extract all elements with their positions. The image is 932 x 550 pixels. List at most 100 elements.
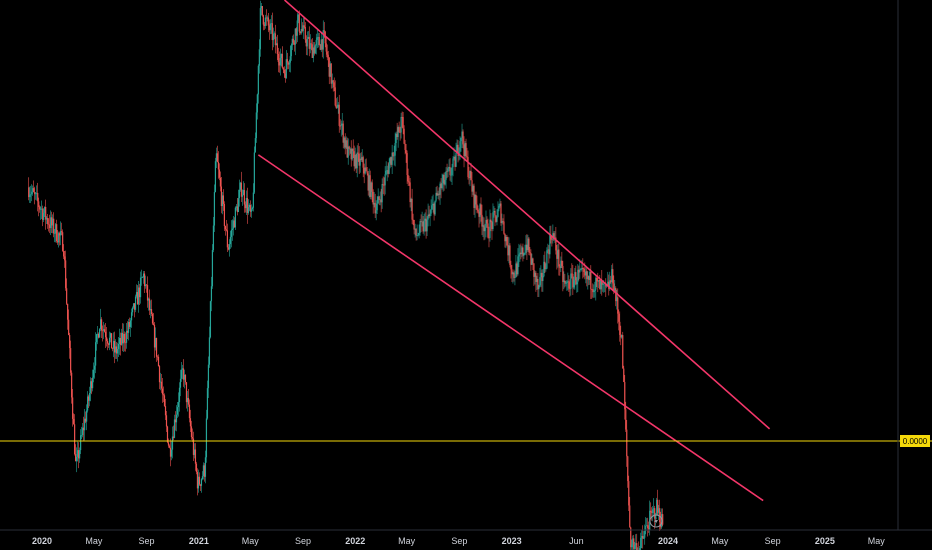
candle — [438, 187, 440, 201]
candle — [137, 281, 140, 313]
candle — [280, 53, 282, 67]
candle — [445, 167, 447, 189]
candle — [573, 276, 575, 290]
candle — [391, 144, 393, 175]
candle — [631, 539, 633, 550]
candle — [390, 156, 392, 167]
candle — [648, 521, 650, 533]
candle — [480, 197, 482, 222]
candle — [275, 36, 277, 46]
candle — [133, 303, 136, 318]
candle — [528, 237, 530, 256]
candle — [76, 447, 78, 473]
candle — [266, 15, 268, 22]
candle — [490, 213, 492, 232]
candle — [540, 265, 542, 288]
lower-channel-line[interactable] — [257, 154, 764, 502]
candle — [245, 190, 247, 216]
candle — [101, 317, 103, 338]
candle — [443, 172, 445, 191]
candle — [211, 244, 214, 289]
candle — [333, 77, 335, 92]
candle — [488, 226, 490, 248]
candle — [519, 245, 521, 262]
candle — [325, 37, 327, 58]
candle — [451, 163, 453, 186]
candle — [110, 333, 113, 349]
candle — [72, 388, 74, 427]
candle — [158, 365, 161, 390]
candle — [446, 163, 448, 179]
candle — [518, 243, 520, 267]
candle — [441, 173, 443, 190]
candle — [501, 213, 503, 232]
candle — [563, 271, 565, 290]
candle — [217, 151, 220, 179]
candle — [547, 243, 549, 254]
x-tick-label: 2023 — [502, 536, 522, 546]
candle — [348, 145, 350, 156]
candle — [95, 332, 97, 374]
candle — [195, 461, 198, 475]
candle — [397, 125, 399, 148]
candle — [116, 342, 119, 362]
candle — [216, 145, 219, 163]
candle — [382, 176, 384, 195]
candle — [410, 197, 412, 212]
candle — [188, 399, 191, 423]
candle — [647, 517, 649, 537]
candle — [153, 321, 156, 358]
candle — [86, 404, 88, 431]
candle — [78, 442, 80, 469]
candle — [320, 31, 322, 53]
candle — [147, 297, 150, 311]
candle — [85, 411, 87, 424]
candle — [68, 309, 70, 336]
candle — [90, 377, 92, 402]
candle — [281, 46, 283, 69]
candle — [37, 182, 39, 212]
candle — [513, 269, 515, 282]
candle — [331, 73, 333, 89]
candle — [478, 208, 480, 228]
candle — [574, 267, 576, 290]
candle — [182, 359, 185, 387]
candle — [199, 483, 202, 492]
candle — [349, 147, 351, 154]
candle — [650, 502, 652, 518]
candle — [620, 325, 622, 346]
upper-channel-line[interactable] — [284, 0, 771, 430]
candle — [172, 425, 175, 441]
candle — [257, 64, 259, 104]
candle — [290, 43, 292, 61]
candle — [219, 171, 222, 192]
candle — [50, 210, 52, 236]
candle — [151, 312, 154, 325]
candle — [562, 260, 564, 292]
candle — [317, 32, 319, 48]
candle — [462, 129, 464, 149]
candle — [418, 224, 420, 239]
candle — [450, 167, 452, 182]
candle — [360, 152, 362, 162]
candle — [181, 364, 184, 380]
candle — [87, 391, 89, 413]
candle — [309, 34, 311, 54]
candle — [201, 471, 204, 481]
candle — [657, 489, 659, 516]
candle — [67, 303, 69, 330]
candle — [544, 251, 546, 274]
candle — [434, 200, 436, 216]
candle — [561, 251, 563, 269]
candle — [312, 42, 314, 63]
candle — [491, 220, 493, 240]
candle — [77, 441, 79, 462]
candle — [572, 265, 574, 295]
candle — [635, 534, 637, 550]
candle — [31, 184, 33, 202]
candle — [366, 166, 368, 176]
candle — [485, 210, 487, 238]
lightning-icon[interactable] — [649, 514, 663, 528]
